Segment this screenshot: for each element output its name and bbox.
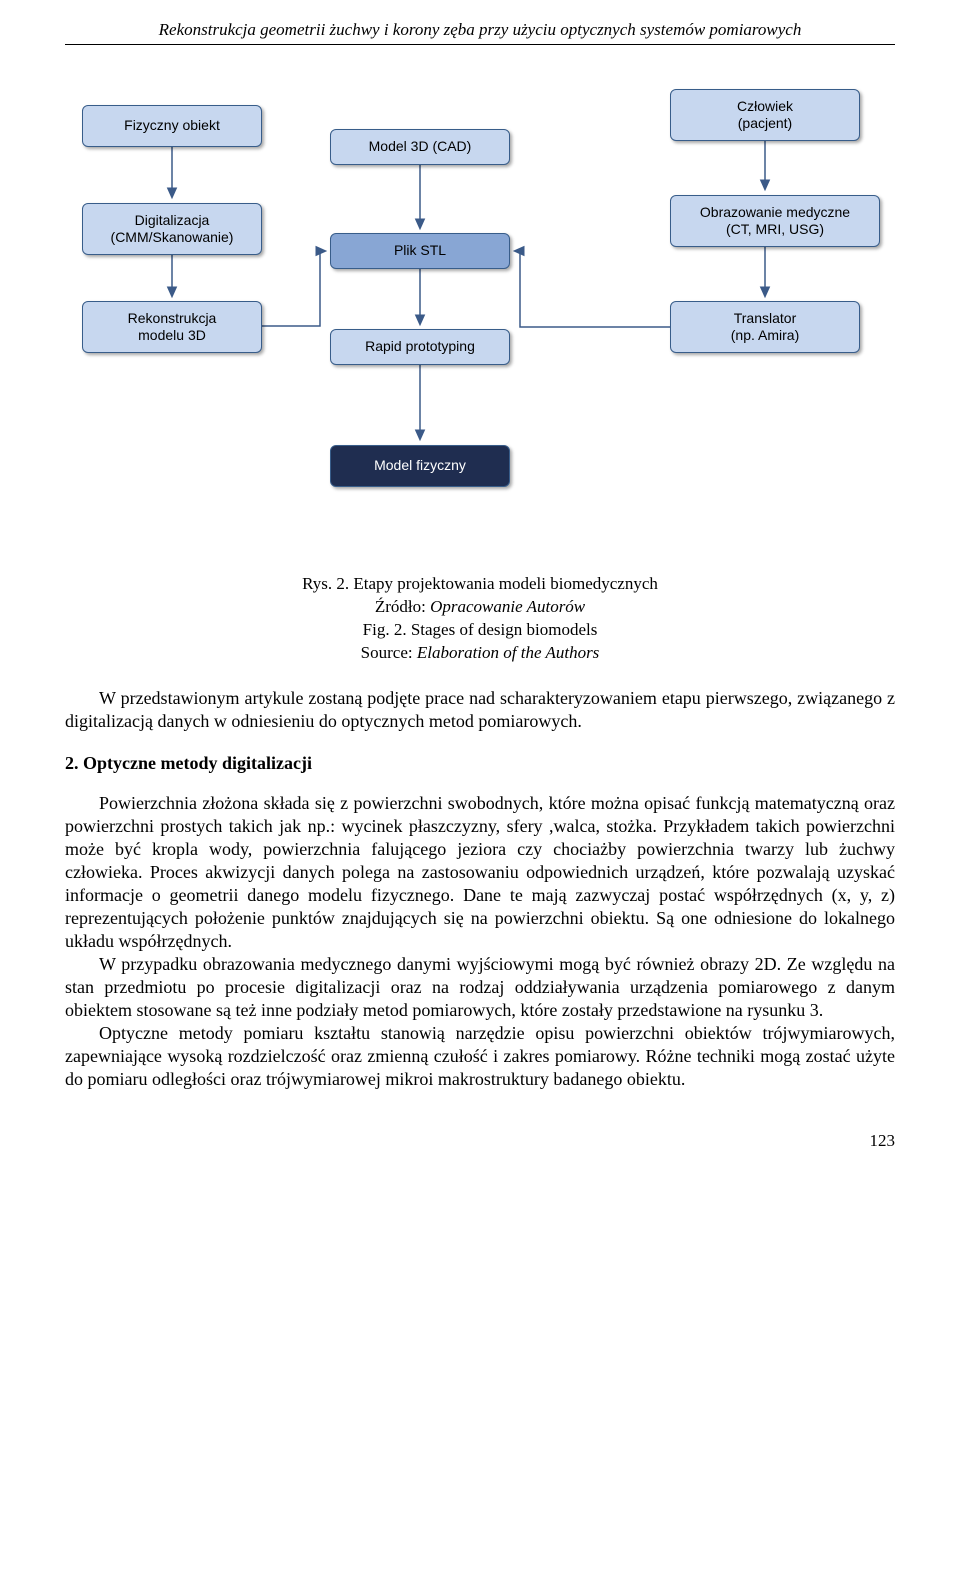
flowchart-node-plikstl: Plik STL <box>330 233 510 269</box>
caption-line-2: Źródło: Opracowanie Autorów <box>65 596 895 619</box>
caption-line-2-prefix: Źródło: <box>375 597 430 616</box>
intro-paragraph: W przedstawionym artykule zostaną podjęt… <box>65 687 895 733</box>
caption-line-2-italic: Opracowanie Autorów <box>430 597 585 616</box>
caption-line-4: Source: Elaboration of the Authors <box>65 642 895 665</box>
caption-line-3: Fig. 2. Stages of design biomodels <box>65 619 895 642</box>
flowchart-node-czlowiek: Człowiek(pacjent) <box>670 89 860 141</box>
flowchart-node-translator: Translator(np. Amira) <box>670 301 860 353</box>
caption-line-4-italic: Elaboration of the Authors <box>417 643 599 662</box>
flowchart-node-rekon: Rekonstrukcjamodelu 3D <box>82 301 262 353</box>
intro-paragraph-block: W przedstawionym artykule zostaną podjęt… <box>65 687 895 733</box>
page-number: 123 <box>65 1131 895 1151</box>
figure-caption: Rys. 2. Etapy projektowania modeli biome… <box>65 573 895 665</box>
section-heading: 2. Optyczne metody digitalizacji <box>65 753 895 774</box>
caption-line-1: Rys. 2. Etapy projektowania modeli biome… <box>65 573 895 596</box>
flowchart-node-fizyczny: Fizyczny obiekt <box>82 105 262 147</box>
flowchart-node-model3d: Model 3D (CAD) <box>330 129 510 165</box>
flowchart-node-digital: Digitalizacja(CMM/Skanowanie) <box>82 203 262 255</box>
body-paragraph-1: Powierzchnia złożona składa się z powier… <box>65 792 895 953</box>
flowchart-node-modelf: Model fizyczny <box>330 445 510 487</box>
flowchart-node-rapid: Rapid prototyping <box>330 329 510 365</box>
caption-line-4-prefix: Source: <box>361 643 417 662</box>
body-paragraph-2: W przypadku obrazowania medycznego danym… <box>65 953 895 1022</box>
body-paragraph-3: Optyczne metody pomiaru kształtu stanowi… <box>65 1022 895 1091</box>
body-text: Powierzchnia złożona składa się z powier… <box>65 792 895 1091</box>
header-rule <box>65 44 895 45</box>
flowchart-node-obraz: Obrazowanie medyczne(CT, MRI, USG) <box>670 195 880 247</box>
page-title: Rekonstrukcja geometrii żuchwy i korony … <box>65 20 895 40</box>
flowchart: Fizyczny obiekt Model 3D (CAD) Człowiek(pa… <box>70 75 890 555</box>
